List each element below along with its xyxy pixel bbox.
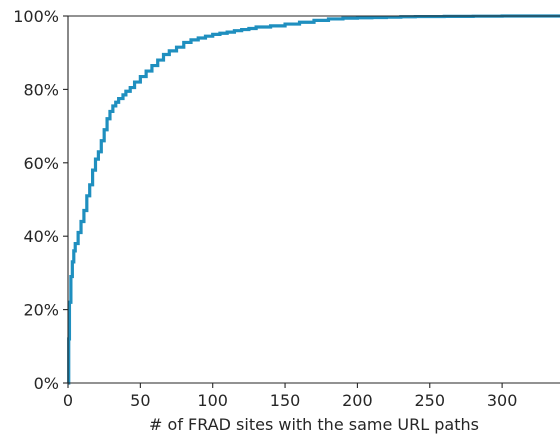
y-tick-label: 60%	[23, 154, 59, 173]
x-tick-label: 150	[270, 391, 301, 410]
y-tick-label: 100%	[13, 7, 59, 26]
x-tick-label: 300	[487, 391, 518, 410]
x-tick-label: 200	[342, 391, 373, 410]
y-tick-label: 80%	[23, 80, 59, 99]
cdf-series-line	[67, 14, 560, 385]
x-tick-label: 250	[414, 391, 445, 410]
x-ticks: 0 50 100 150 200 250 300	[63, 383, 517, 410]
x-tick-label: 50	[130, 391, 150, 410]
y-tick-label: 40%	[23, 227, 59, 246]
x-tick-label: 0	[63, 391, 73, 410]
plot-area	[67, 14, 560, 385]
x-axis-title: # of FRAD sites with the same URL paths	[149, 415, 479, 434]
x-tick-label: 100	[197, 391, 228, 410]
y-tick-label: 0%	[34, 374, 59, 393]
y-tick-label: 20%	[23, 301, 59, 320]
y-ticks: 0% 20% 40% 60% 80% 100%	[13, 7, 68, 393]
